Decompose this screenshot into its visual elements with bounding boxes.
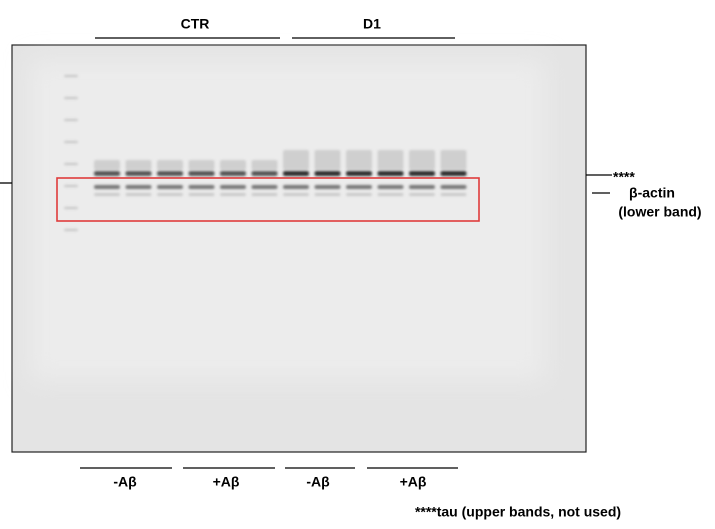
band: [64, 163, 78, 165]
band: [251, 193, 278, 196]
group-label: D1: [363, 16, 381, 32]
band: [251, 160, 278, 170]
band: [157, 185, 183, 189]
band: [64, 229, 78, 231]
band: [125, 193, 152, 196]
band: [64, 97, 78, 99]
band: [64, 75, 78, 77]
band: [94, 185, 120, 189]
band: [314, 185, 341, 189]
condition-label: -Aβ: [306, 474, 330, 490]
band: [220, 160, 246, 170]
band: [346, 193, 372, 196]
band: [314, 150, 341, 170]
band: [283, 185, 309, 189]
band: [283, 193, 309, 196]
band: [64, 185, 78, 187]
highlight-box: [56, 177, 480, 222]
marker-label: ****: [613, 169, 635, 185]
band: [346, 171, 372, 176]
band: [94, 160, 120, 170]
condition-label: -Aβ: [113, 474, 137, 490]
band: [64, 141, 78, 143]
band: [157, 160, 183, 170]
band: [440, 185, 467, 189]
band: [220, 185, 246, 189]
band: [346, 150, 372, 170]
band: [377, 171, 404, 176]
band: [64, 207, 78, 209]
band-label: β-actin: [629, 185, 675, 201]
band: [314, 193, 341, 196]
band-note: (lower band): [618, 204, 701, 220]
condition-label: +Aβ: [400, 474, 427, 490]
band: [314, 171, 341, 176]
band: [188, 160, 215, 170]
band: [251, 185, 278, 189]
band: [409, 171, 435, 176]
band: [188, 185, 215, 189]
band: [440, 193, 467, 196]
band: [283, 171, 309, 176]
band: [409, 185, 435, 189]
band: [346, 185, 372, 189]
band: [220, 171, 246, 176]
band: [409, 193, 435, 196]
band: [125, 185, 152, 189]
band: [283, 150, 309, 170]
band: [157, 171, 183, 176]
band: [440, 150, 467, 170]
band: [409, 150, 435, 170]
band: [94, 171, 120, 176]
band: [440, 171, 467, 176]
band: [94, 193, 120, 196]
membrane: [30, 60, 545, 380]
band: [251, 171, 278, 176]
condition-label: +Aβ: [213, 474, 240, 490]
band: [188, 193, 215, 196]
band: [125, 171, 152, 176]
footnote: ****tau (upper bands, not used): [415, 504, 621, 520]
band: [64, 119, 78, 121]
band: [220, 193, 246, 196]
band: [377, 185, 404, 189]
band: [188, 171, 215, 176]
band: [125, 160, 152, 170]
band: [157, 193, 183, 196]
band: [377, 150, 404, 170]
band: [377, 193, 404, 196]
bands: [64, 75, 467, 231]
group-label: CTR: [181, 16, 210, 32]
